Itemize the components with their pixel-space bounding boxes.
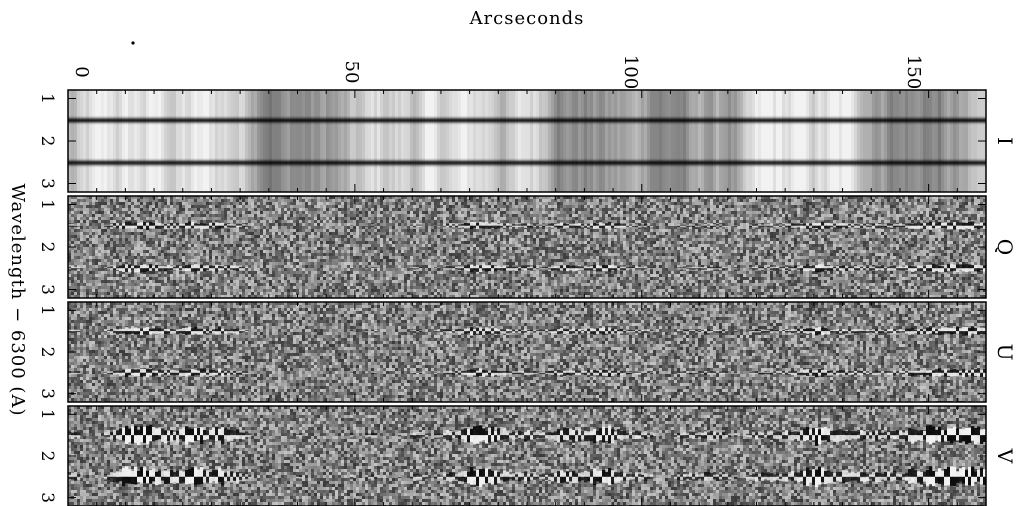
panel-label-Q: Q bbox=[993, 239, 1017, 255]
panel-label-V: V bbox=[993, 448, 1017, 464]
top-tick-label-150: 150 bbox=[903, 55, 924, 89]
y-tick-label-U-3: 3 bbox=[37, 388, 57, 399]
y-tick-label-V-3: 3 bbox=[37, 492, 57, 503]
top-tick-label-0: 0 bbox=[71, 66, 92, 77]
y-tick-label-Q-1: 1 bbox=[37, 199, 57, 210]
y-tick-label-Q-3: 3 bbox=[37, 284, 57, 295]
top-tick-label-50: 50 bbox=[341, 61, 362, 84]
left-axis-title: Wavelength − 6300 (A) bbox=[7, 184, 28, 417]
top-tick-label-100: 100 bbox=[620, 55, 641, 89]
y-tick-label-V-1: 1 bbox=[37, 409, 57, 420]
panel-V: 1 2 3 V bbox=[37, 405, 1017, 506]
y-tick-label-U-2: 2 bbox=[37, 347, 57, 358]
y-tick-label-Q-2: 2 bbox=[37, 242, 57, 253]
y-tick-label-U-1: 1 bbox=[37, 305, 57, 316]
panel-image-U bbox=[68, 302, 986, 402]
panels-group: 1 2 3 I 1 2 3 Q 1 2 3 U 1 2 3 V bbox=[37, 89, 1017, 506]
y-tick-label-I-1: 1 bbox=[37, 93, 57, 104]
panel-label-U: U bbox=[993, 344, 1017, 361]
panel-Q: 1 2 3 Q bbox=[37, 195, 1017, 299]
y-tick-label-I-3: 3 bbox=[37, 178, 57, 189]
top-axis-tick-labels: 0 50 100 150 bbox=[71, 55, 924, 89]
stray-dot bbox=[131, 41, 135, 45]
panel-I: 1 2 3 I bbox=[37, 89, 1017, 193]
panel-image-V bbox=[68, 406, 986, 506]
panel-image-Q bbox=[68, 196, 986, 298]
y-tick-label-I-2: 2 bbox=[37, 136, 57, 147]
panel-U: 1 2 3 U bbox=[37, 301, 1017, 403]
panel-image-I bbox=[68, 90, 986, 192]
top-axis-title: Arcseconds bbox=[469, 8, 585, 29]
panel-label-I: I bbox=[993, 137, 1017, 145]
y-tick-label-V-2: 2 bbox=[37, 451, 57, 462]
